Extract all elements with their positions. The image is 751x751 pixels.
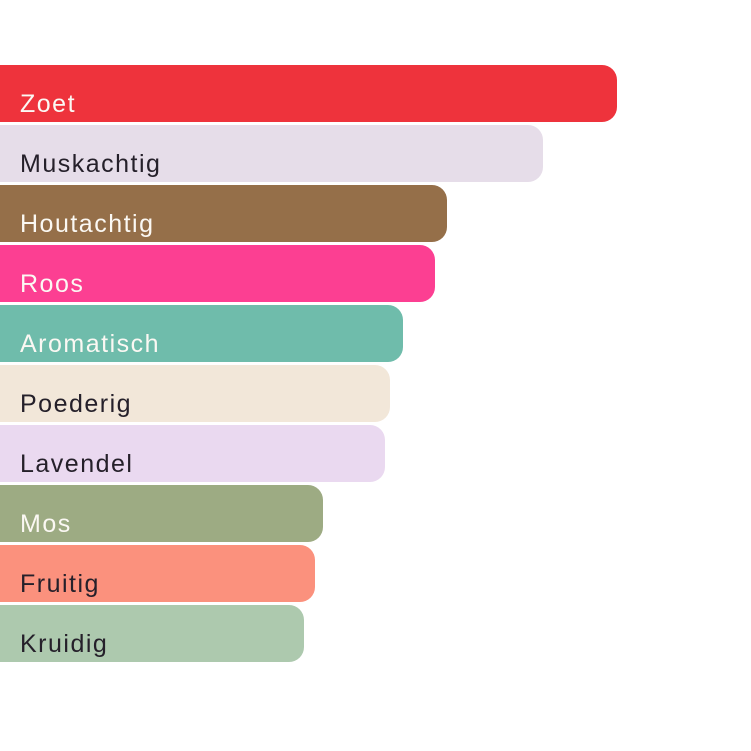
bar-label: Roos — [20, 269, 85, 298]
bar-kruidig: Kruidig — [0, 605, 304, 662]
bar-label: Fruitig — [20, 569, 100, 598]
bar-label: Zoet — [20, 89, 77, 118]
bar-label: Lavendel — [20, 449, 134, 478]
bar-houtachtig: Houtachtig — [0, 185, 447, 242]
bar-roos: Roos — [0, 245, 435, 302]
bar-chart: Zoet Muskachtig Houtachtig Roos Aromatis… — [0, 65, 751, 665]
bar-fruitig: Fruitig — [0, 545, 315, 602]
bar-zoet: Zoet — [0, 65, 617, 122]
bar-label: Aromatisch — [20, 329, 161, 358]
bar-label: Poederig — [20, 389, 133, 418]
bar-label: Houtachtig — [20, 209, 155, 238]
bar-muskachtig: Muskachtig — [0, 125, 543, 182]
bar-label: Muskachtig — [20, 149, 162, 178]
bar-poederig: Poederig — [0, 365, 390, 422]
bar-label: Mos — [20, 509, 72, 538]
bar-aromatisch: Aromatisch — [0, 305, 403, 362]
bar-label: Kruidig — [20, 629, 109, 658]
bar-lavendel: Lavendel — [0, 425, 385, 482]
bar-mos: Mos — [0, 485, 323, 542]
